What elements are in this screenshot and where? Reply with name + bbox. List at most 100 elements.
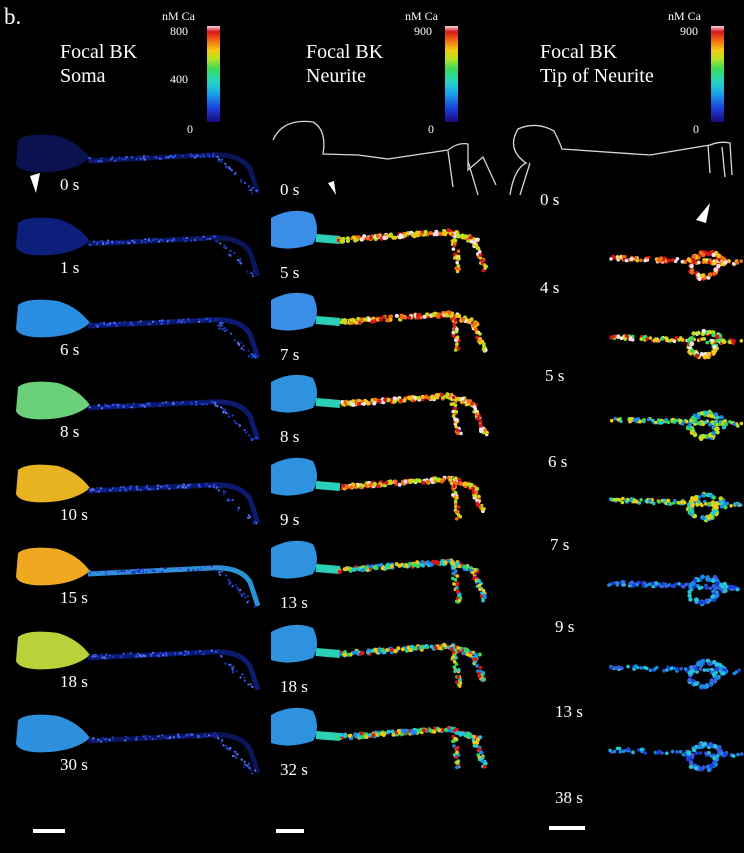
- pixel-speck: [455, 313, 460, 318]
- pixel-speck: [393, 649, 398, 654]
- pixel-speck: [97, 324, 100, 327]
- pixel-speck: [104, 403, 107, 407]
- pixel-speck: [166, 736, 169, 740]
- pixel-speck: [368, 235, 373, 240]
- pixel-speck: [388, 314, 393, 319]
- neurite: [87, 649, 261, 691]
- pixel-speck: [429, 562, 434, 567]
- pixel-speck: [239, 676, 242, 679]
- pixel-speck: [713, 427, 719, 432]
- pixel-speck: [369, 648, 374, 653]
- pixel-speck: [378, 317, 383, 322]
- pixel-speck: [94, 160, 97, 163]
- pixel-speck: [639, 337, 643, 341]
- pixel-speck: [455, 765, 459, 770]
- pixel-speck: [648, 336, 653, 340]
- pixel-speck: [125, 403, 128, 407]
- cell-soma-frame: [16, 464, 261, 524]
- pixel-speck: [184, 485, 187, 488]
- pixel-speck: [184, 239, 187, 243]
- pixel-speck: [168, 737, 171, 740]
- pixel-speck: [114, 403, 117, 406]
- time-label: 8 s: [60, 422, 80, 441]
- pixel-speck: [390, 729, 395, 734]
- pixel-speck: [714, 590, 719, 595]
- pixel-speck: [471, 486, 475, 491]
- pixel-speck: [457, 267, 461, 271]
- colorbar-unit-neurite: nM Ca: [405, 9, 438, 23]
- pixel-speck: [415, 564, 420, 569]
- pixel-speck: [454, 338, 458, 343]
- pixel-speck: [139, 487, 142, 491]
- pixel-speck: [160, 157, 163, 160]
- pixel-speck: [452, 660, 457, 664]
- pixel-speck: [165, 401, 168, 404]
- pixel-speck: [131, 406, 134, 409]
- growth-cone-specks: [687, 249, 728, 281]
- pixel-speck: [253, 605, 256, 608]
- pixel-speck: [232, 671, 235, 674]
- pixel-speck: [205, 482, 208, 486]
- pixel-speck: [477, 652, 482, 657]
- pixel-speck: [643, 665, 647, 670]
- pixel-speck: [402, 233, 407, 238]
- pixel-speck: [139, 320, 142, 323]
- pixel-speck: [455, 509, 460, 514]
- pixel-speck: [145, 405, 148, 408]
- pixel-speck: [455, 760, 460, 764]
- pixel-speck: [233, 339, 236, 342]
- pixel-speck: [702, 354, 708, 360]
- pixel-speck: [251, 274, 255, 278]
- pixel-speck: [180, 652, 183, 655]
- pixel-speck: [229, 332, 232, 335]
- pixel-speck: [217, 736, 220, 740]
- pixel-speck: [116, 241, 119, 244]
- pixel-speck: [240, 180, 243, 183]
- pixel-speck: [354, 320, 359, 325]
- pixel-speck: [242, 592, 245, 596]
- pixel-speck: [202, 403, 205, 406]
- pixel-speck: [466, 482, 471, 487]
- pixel-speck: [632, 583, 636, 588]
- pixel-speck: [208, 154, 211, 157]
- pixel-speck: [452, 571, 456, 576]
- pixel-speck: [197, 734, 200, 737]
- pixel-speck: [665, 668, 669, 672]
- pixel-speck: [700, 574, 705, 580]
- pixel-speck: [222, 493, 226, 496]
- pixel-speck: [228, 663, 231, 666]
- pixel-speck: [171, 239, 174, 242]
- pixel-speck: [176, 401, 179, 404]
- pixel-speck: [362, 234, 367, 239]
- pixel-speck: [353, 650, 358, 655]
- pixel-speck: [609, 335, 614, 339]
- pixel-speck: [225, 574, 228, 577]
- neurite-specks: [88, 482, 258, 525]
- pixel-speck: [242, 348, 245, 351]
- pixel-speck: [700, 493, 706, 498]
- pixel-speck: [463, 648, 468, 653]
- pixel-speck: [139, 157, 142, 160]
- pixel-speck: [683, 260, 687, 265]
- pixel-speck: [475, 664, 479, 668]
- pixel-speck: [113, 321, 116, 324]
- pixel-speck: [244, 181, 247, 185]
- pixel-speck: [690, 348, 695, 353]
- growth-cone-specks: [685, 491, 728, 523]
- pixel-speck: [115, 323, 118, 326]
- pixel-speck: [433, 476, 438, 481]
- pixel-speck: [147, 239, 150, 242]
- pixel-speck: [184, 650, 187, 653]
- pixel-speck: [455, 327, 459, 331]
- pixel-speck: [641, 419, 646, 424]
- pixel-speck: [221, 739, 224, 742]
- pixel-speck: [90, 159, 93, 162]
- pixel-speck: [135, 157, 138, 160]
- pixel-speck: [616, 581, 620, 585]
- pixel-speck: [163, 486, 166, 489]
- pixel-speck: [693, 765, 699, 771]
- pixel-speck: [101, 736, 104, 740]
- pixel-speck: [699, 352, 705, 357]
- pixel-speck: [702, 684, 708, 689]
- pixel-speck: [719, 500, 725, 506]
